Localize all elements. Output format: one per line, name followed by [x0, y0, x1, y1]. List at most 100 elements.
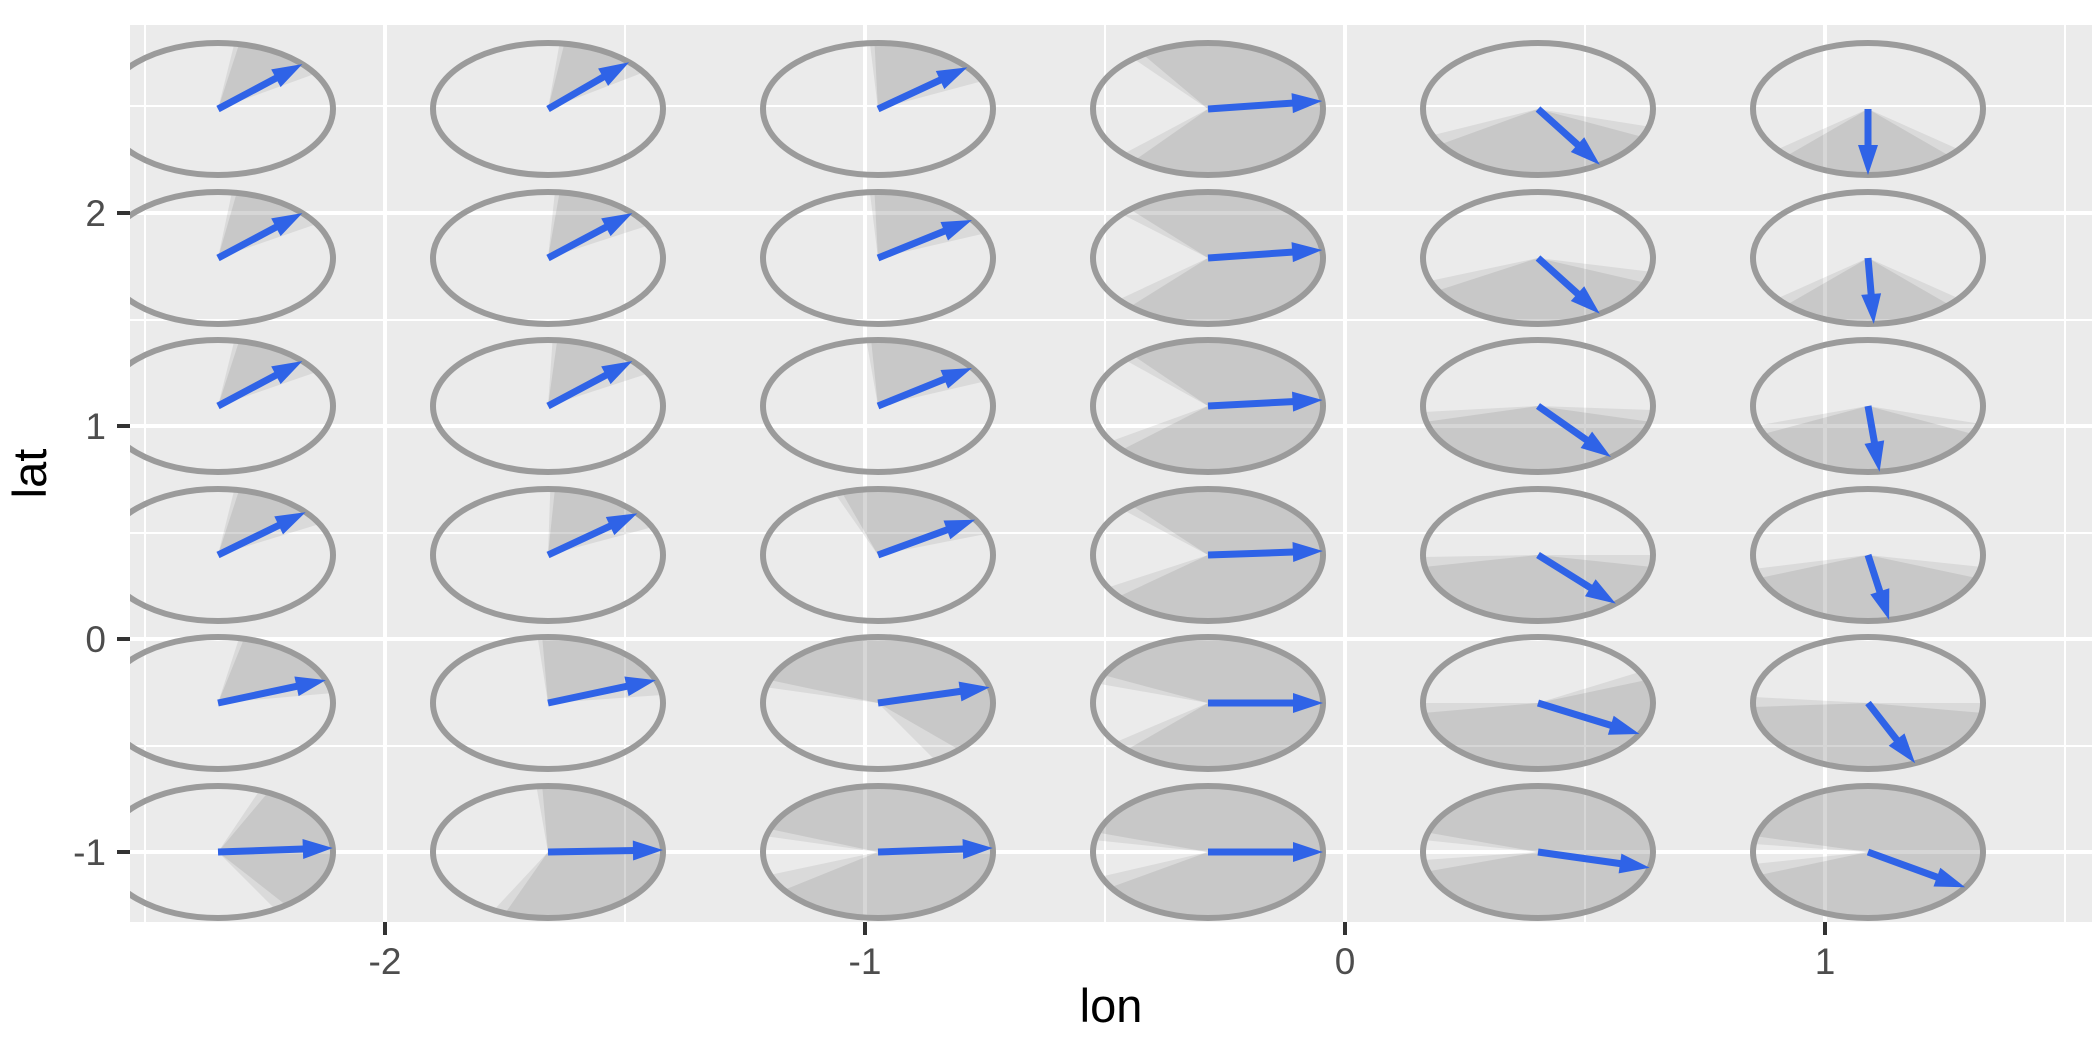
uncertainty-wedge-dark [548, 192, 633, 258]
direction-arrow-shaft [876, 73, 949, 113]
glyph-cell [130, 783, 336, 921]
direction-arrow-shaft [546, 70, 612, 113]
glyph-ellipse [760, 783, 996, 921]
direction-arrow-shaft [876, 225, 953, 262]
direction-arrow-shaft [216, 71, 285, 113]
direction-arrow-head [1570, 137, 1600, 165]
uncertainty-wedge-dark [218, 341, 303, 406]
uncertainty-wedge-dark [542, 637, 656, 703]
direction-arrow-head [1291, 242, 1323, 263]
uncertainty-wedge-light [1758, 406, 1979, 473]
direction-arrow-head [1888, 733, 1916, 764]
glyph-ellipse [430, 337, 666, 475]
direction-arrow-head [1292, 391, 1323, 412]
uncertainty-wedge-light [869, 43, 983, 109]
uncertainty-wedge-dark [1763, 406, 1973, 472]
y-tick-label: -1 [73, 832, 106, 873]
direction-arrow-shaft [547, 681, 635, 707]
glyph-ellipse [1750, 486, 1986, 624]
glyph-cell [1420, 337, 1656, 475]
glyph-ellipse [130, 337, 336, 475]
direction-arrow-shaft [1864, 553, 1886, 600]
direction-arrow-head [598, 62, 630, 86]
direction-arrow-shaft [876, 373, 953, 410]
direction-arrow-shaft [216, 220, 285, 262]
glyph-ellipse [1750, 783, 1986, 921]
direction-arrow-shaft [217, 845, 311, 856]
direction-arrow-shaft [1536, 552, 1599, 595]
glyph-cell [430, 40, 666, 178]
glyph-ellipse [1420, 486, 1656, 624]
direction-arrow-head [294, 676, 326, 697]
direction-arrow-head [1585, 579, 1616, 604]
direction-arrow-head [271, 64, 303, 88]
x-tick-label: 1 [1815, 941, 1836, 982]
glyph-ellipse [430, 40, 666, 178]
direction-arrow-shaft [876, 524, 956, 559]
glyph-ellipse [130, 634, 336, 772]
glyph-ellipse [760, 634, 996, 772]
direction-arrow-shaft [1207, 397, 1301, 410]
uncertainty-wedge-light [1423, 672, 1653, 770]
x-tick-label: -2 [369, 941, 402, 982]
uncertainty-wedge-light [866, 339, 985, 406]
uncertainty-wedge-dark [874, 42, 968, 110]
direction-arrow-head [1293, 693, 1323, 713]
glyph-cell [130, 634, 336, 772]
glyph-ellipse [1420, 40, 1656, 178]
glyph-cell [1750, 486, 1986, 624]
uncertainty-wedge-dark [841, 488, 976, 555]
direction-arrow-head [601, 361, 633, 385]
uncertainty-wedge-dark [1424, 555, 1652, 621]
glyph-cell [760, 337, 996, 475]
direction-arrow-head [1861, 293, 1882, 324]
y-tick-label: 2 [85, 193, 106, 234]
direction-arrow-shaft [1866, 848, 1946, 883]
glyph-cell [760, 634, 996, 772]
uncertainty-wedge-dark [1424, 680, 1654, 770]
glyph-cell [1750, 634, 1986, 772]
uncertainty-wedge-dark [871, 339, 972, 406]
glyph-ellipse [760, 337, 996, 475]
glyph-ellipse [130, 189, 336, 327]
glyph-ellipse [1750, 634, 1986, 772]
direction-arrow-shaft [1535, 403, 1595, 447]
direction-arrow-shaft [877, 686, 968, 707]
glyph-ellipse [130, 783, 336, 921]
uncertainty-wedge-light [1755, 555, 1982, 622]
direction-arrow-head [1858, 145, 1878, 175]
glyph-cell [430, 337, 666, 475]
glyph-ellipse [1090, 189, 1326, 327]
direction-arrow-shaft [1535, 255, 1586, 302]
glyph-cell [130, 40, 336, 178]
uncertainty-wedge-dark [218, 490, 306, 555]
glyph-cell [130, 189, 336, 327]
glyph-ellipse [1090, 486, 1326, 624]
glyph-cell [430, 783, 666, 921]
glyph-cell [130, 486, 336, 624]
glyph-cell [1090, 40, 1326, 178]
uncertainty-wedge-dark [1753, 703, 1982, 770]
direction-arrow-shaft [546, 368, 615, 410]
glyph-cell [1750, 189, 1986, 327]
glyph-ellipse [1750, 337, 1986, 475]
glyph-cell [430, 189, 666, 327]
uncertainty-wedge-dark [1426, 406, 1650, 473]
glyph-cell [1090, 783, 1326, 921]
glyph-cell [1090, 337, 1326, 475]
direction-arrow-head [271, 213, 303, 237]
direction-arrow-head [1864, 440, 1885, 472]
glyph-cell [1420, 40, 1656, 178]
glyph-ellipse [1420, 783, 1656, 921]
glyph-layer [130, 40, 1986, 921]
uncertainty-wedge-light [1423, 406, 1653, 472]
direction-arrow-head [274, 512, 306, 535]
glyph-cell [1420, 189, 1656, 327]
direction-arrow-head [943, 519, 976, 540]
direction-arrow-head [940, 220, 972, 241]
direction-arrow-head [940, 368, 972, 389]
uncertainty-wedge-dark [1760, 555, 1976, 621]
uncertainty-wedge-dark [218, 192, 303, 258]
